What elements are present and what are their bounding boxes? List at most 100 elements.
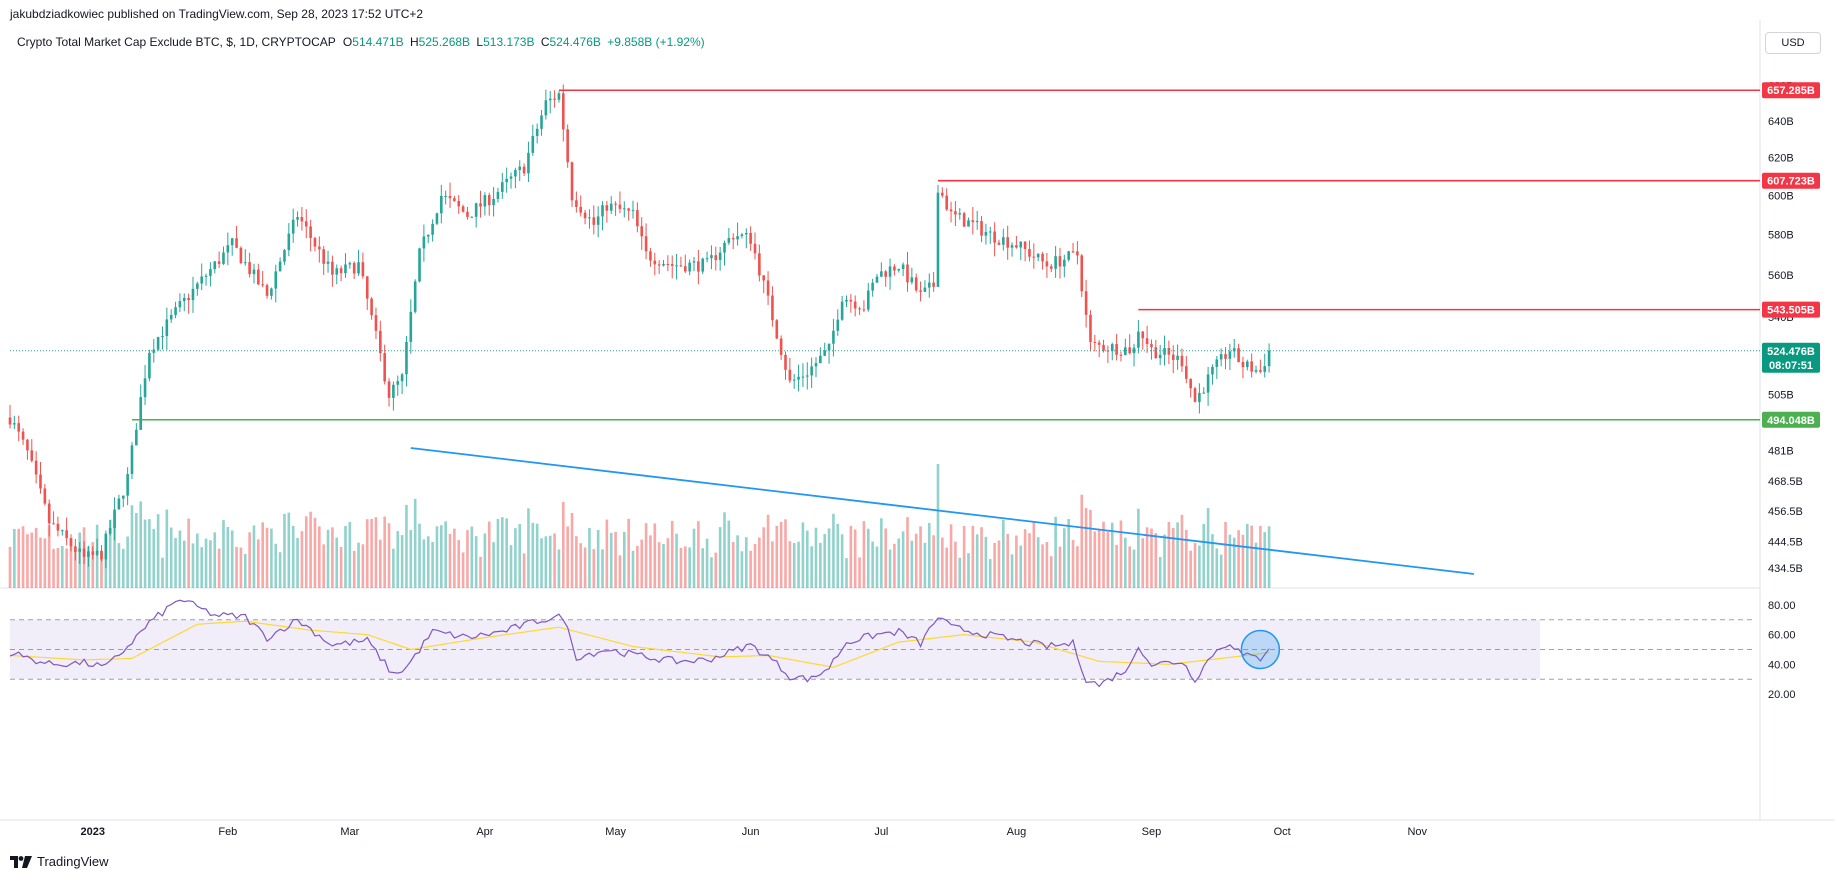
high-value: 525.268B [418,35,471,49]
candle [1246,361,1249,368]
volume-bar [744,537,748,588]
volume-bar [21,526,25,588]
candle [1124,347,1127,355]
volume-bar [1267,526,1271,588]
volume-bar [1010,554,1014,588]
volume-bar [649,535,652,588]
volume-bar [697,521,700,588]
volume-bar [39,537,42,588]
candle [688,262,691,272]
candle [435,213,439,224]
volume-bar [431,542,434,588]
candle [736,236,739,240]
rsi-band [10,619,1755,680]
volume-bar [1045,542,1049,588]
volume-bar [483,533,487,588]
volume-bar [819,542,822,588]
candle [775,320,779,339]
candle [440,195,443,214]
time-axis: 2023 Feb Mar Apr May Jun Jul Aug Sep Oct Nov [81,826,1428,838]
volume-bar [187,518,190,588]
candle [575,200,578,207]
volume-bar [932,535,935,588]
volume-bar [1023,529,1027,588]
candle [78,548,82,552]
volume-bar [121,548,125,588]
candle [601,205,604,217]
volume-bar [352,550,356,588]
volume-bar [252,525,256,588]
rsi-highlight-circle[interactable] [1240,629,1281,670]
candle [217,261,221,264]
candle [448,195,452,199]
candle [566,129,569,163]
candle [792,379,796,381]
candle [832,330,835,344]
volume-bar [435,526,439,588]
candle [514,170,517,177]
volume-bar [548,535,552,588]
candle [1185,366,1188,379]
candle [683,266,687,272]
volume-bar [1189,550,1192,588]
candle [1150,344,1153,348]
volume-bar [270,528,273,588]
price-tick-label: 620B [1768,153,1794,165]
candle [753,243,757,254]
time-tick-label: Nov [1407,826,1427,838]
candle [1141,331,1145,339]
volume-bar [143,519,147,588]
symbol-title[interactable]: Crypto Total Market Cap Exclude BTC, $, … [17,35,336,49]
price-label-box [1762,172,1820,189]
volume-bar [644,523,648,588]
tradingview-brand[interactable]: TradingView [10,854,109,869]
candle [644,236,648,252]
volume-bar [1015,535,1018,588]
volume-bar [152,529,156,588]
candle [283,250,286,262]
candle [1189,378,1192,389]
candle [880,271,883,277]
candle [1115,344,1118,355]
candle [1215,359,1219,367]
candle [705,258,709,260]
candle [853,301,857,309]
candle [113,509,116,529]
volume-bar [1158,557,1162,588]
volume-bar [949,524,953,588]
candle [379,330,382,354]
volume-bar [261,522,264,588]
countdown-label-text: 08:07:51 [1769,360,1813,372]
volume-bar [731,542,735,588]
candle [1119,354,1123,356]
candle [910,277,914,283]
volume-bar [487,521,491,588]
volume-bar [304,516,308,588]
descending-trendline[interactable] [410,447,1474,575]
volume-bar [618,555,622,588]
candle [522,166,526,174]
horizontal-levels [10,89,1760,421]
candle [962,213,966,227]
candle [1137,331,1140,348]
time-tick-label: 2023 [81,826,105,838]
candle [1219,354,1223,360]
candle [840,301,844,320]
candle [95,550,99,555]
candle [209,269,212,276]
currency-button[interactable]: USD [1765,32,1821,54]
candle [984,231,988,236]
candle [26,439,29,451]
volume-bar [936,464,940,588]
candle [888,266,892,277]
candle [657,264,661,266]
volume-bar [444,521,447,588]
volume-bar [1250,525,1253,588]
volume-bar [662,544,665,588]
candle [1063,259,1066,267]
volume-bar [326,529,330,588]
volume-bar [740,551,744,588]
candle [204,275,208,277]
candle [836,319,840,331]
